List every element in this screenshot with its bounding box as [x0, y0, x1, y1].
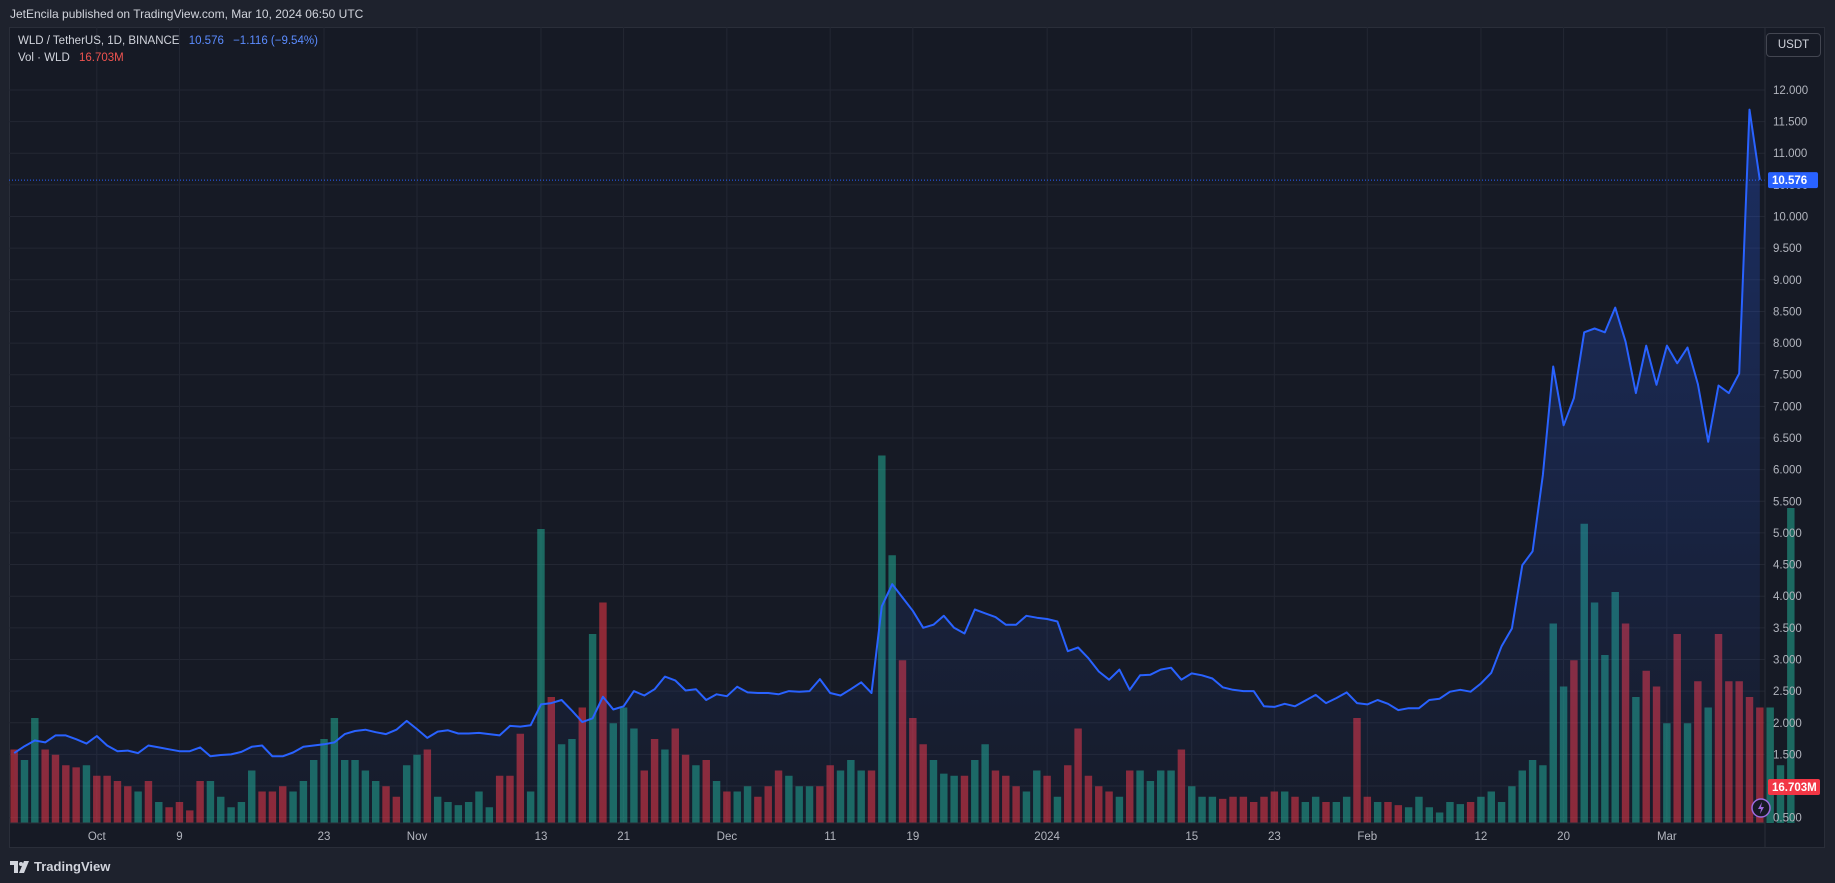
price-tick-label: 8.500	[1773, 306, 1802, 318]
volume-tag: 16.703M	[1768, 779, 1820, 795]
volume-bar	[10, 749, 18, 823]
time-tick-label: 11	[824, 831, 836, 843]
price-tick-label: 11.000	[1773, 148, 1807, 160]
price-tick-label: 8.000	[1773, 338, 1802, 350]
symbol-legend[interactable]: WLD / TetherUS, 1D, BINANCE 10.576 −1.11…	[18, 35, 318, 47]
price-chart[interactable]: 12.00011.50011.00010.50010.0009.5009.000…	[9, 27, 1825, 848]
price-tick-label: 6.500	[1773, 433, 1802, 445]
last-price-tag: 10.576	[1768, 172, 1818, 189]
price-tick-label: 9.000	[1773, 275, 1802, 287]
tradingview-logo-icon	[10, 860, 29, 873]
price-tick-label: 3.500	[1773, 623, 1802, 635]
time-tick-label: 9	[176, 831, 182, 843]
price-tick-label: 1.500	[1773, 749, 1802, 761]
time-tick-label: Nov	[407, 831, 428, 843]
time-tick-label: Dec	[717, 831, 738, 843]
time-tick-label: 13	[535, 831, 548, 843]
volume-title: Vol · WLD	[18, 52, 70, 64]
volume-bar	[1756, 707, 1764, 823]
volume-tag-text: 16.703M	[1772, 782, 1817, 794]
brand-name: TradingView	[34, 859, 111, 874]
price-tick-label: 4.500	[1773, 560, 1802, 572]
publisher-line: JetEncila published on TradingView.com, …	[10, 7, 364, 21]
volume-bar	[1787, 508, 1795, 823]
time-tick-label: 20	[1557, 831, 1570, 843]
price-tick-label: 2.000	[1773, 718, 1802, 730]
price-tick-label: 7.000	[1773, 401, 1802, 413]
price-tick-label: 7.500	[1773, 370, 1802, 382]
tradingview-logo[interactable]: TradingView	[10, 859, 110, 874]
time-tick-label: 23	[1268, 831, 1281, 843]
volume-bar	[537, 529, 545, 823]
currency-button[interactable]: USDT	[1766, 33, 1821, 57]
price-line	[13, 108, 1761, 758]
change-value: −1.116 (−9.54%)	[233, 35, 318, 47]
price-tick-label: 10.000	[1773, 212, 1808, 224]
time-tick-label: 23	[318, 831, 331, 843]
price-tick-label: 2.500	[1773, 686, 1802, 698]
volume-legend[interactable]: Vol · WLD 16.703M	[18, 52, 124, 64]
time-tick-label: 21	[617, 831, 630, 843]
price-tick-label: 0.500	[1773, 813, 1802, 825]
price-tick-label: 6.000	[1773, 465, 1802, 477]
publisher-header: JetEncila published on TradingView.com, …	[0, 0, 1835, 27]
time-axis: Oct 9 23 Nov 13 21 Dec 11 19 2024 15 23 Feb 12 20 Mar	[88, 831, 1677, 843]
price-tick-label: 9.500	[1773, 243, 1802, 255]
volume-value: 16.703M	[78, 52, 124, 64]
replay-icon[interactable]	[1751, 798, 1771, 818]
time-tick-label: 12	[1475, 831, 1488, 843]
price-tick-label: 11.500	[1773, 117, 1807, 129]
time-tick-label: 15	[1185, 831, 1198, 843]
price-tick-label: 12.000	[1773, 85, 1808, 97]
price-tick-label: 5.000	[1773, 528, 1802, 540]
last-price-tag-text: 10.576	[1772, 175, 1807, 187]
time-tick-label: Feb	[1357, 831, 1377, 843]
symbol-title: WLD / TetherUS, 1D, BINANCE	[18, 35, 180, 47]
time-tick-label: Mar	[1657, 831, 1677, 843]
footer: TradingView	[0, 853, 1835, 883]
time-tick-label: 2024	[1034, 831, 1060, 843]
last-value: 10.576	[188, 35, 224, 47]
price-tick-label: 4.000	[1773, 591, 1802, 603]
volume-bar	[1766, 707, 1774, 823]
time-tick-label: Oct	[88, 831, 107, 843]
time-tick-label: 19	[906, 831, 919, 843]
price-tick-label: 5.500	[1773, 496, 1802, 508]
price-tick-label: 3.000	[1773, 654, 1802, 666]
